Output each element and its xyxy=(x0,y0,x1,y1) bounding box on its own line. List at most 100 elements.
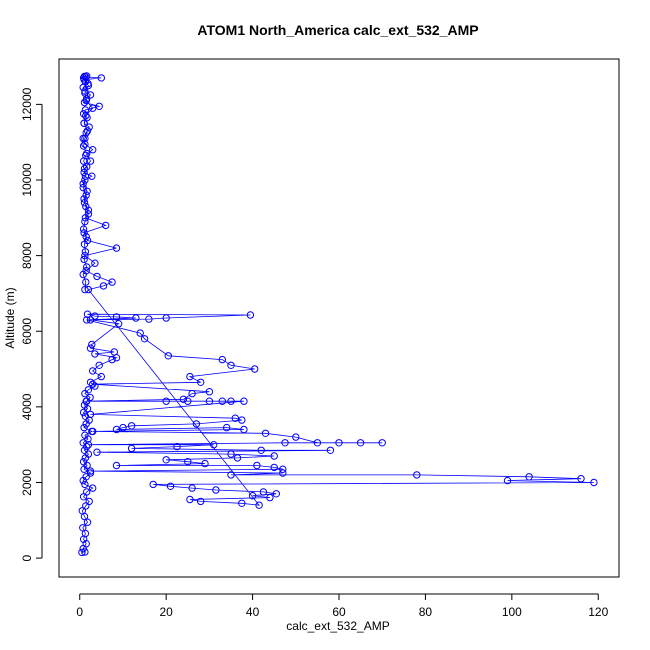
data-point xyxy=(112,461,121,470)
data-point xyxy=(84,285,93,294)
data-point xyxy=(149,480,157,489)
data-point xyxy=(81,106,90,114)
data-point xyxy=(82,473,90,481)
data-point xyxy=(89,367,97,375)
data-point xyxy=(79,408,88,417)
data-point xyxy=(81,431,89,439)
data-point xyxy=(81,176,89,184)
data-point xyxy=(79,458,88,466)
data-point xyxy=(80,199,89,207)
series-layer xyxy=(78,72,598,557)
data-point xyxy=(80,240,89,249)
data-point xyxy=(82,202,90,211)
data-point xyxy=(112,313,121,321)
data-point xyxy=(378,439,386,447)
data-point xyxy=(78,548,86,557)
data-point xyxy=(81,480,89,489)
data-point xyxy=(270,452,278,460)
data-point xyxy=(95,361,103,369)
data-point xyxy=(238,499,246,507)
data-point xyxy=(162,314,170,322)
data-point xyxy=(227,450,235,458)
data-point xyxy=(255,501,263,509)
data-point xyxy=(356,439,365,447)
data-point xyxy=(83,149,91,158)
data-point xyxy=(83,263,91,271)
data-point xyxy=(84,210,93,218)
data-point xyxy=(227,361,235,369)
data-point xyxy=(188,389,196,398)
data-point xyxy=(86,469,95,477)
y-tick-label: 2000 xyxy=(20,469,34,496)
x-tick-label: 40 xyxy=(246,605,260,619)
x-axis-label: calc_ext_532_AMP xyxy=(286,619,389,633)
data-point xyxy=(89,484,97,492)
x-tick-label: 120 xyxy=(588,605,608,619)
data-point xyxy=(81,548,89,556)
data-point xyxy=(112,244,121,252)
data-point xyxy=(80,255,88,264)
data-point xyxy=(173,442,181,451)
data-point xyxy=(259,488,268,496)
data-point xyxy=(80,164,89,173)
data-point xyxy=(218,355,227,364)
data-point xyxy=(81,285,89,294)
data-point xyxy=(82,278,90,286)
data-point xyxy=(81,89,89,97)
data-point xyxy=(89,104,97,112)
data-point xyxy=(166,482,175,490)
data-point xyxy=(84,206,93,214)
data-point xyxy=(80,401,89,409)
data-point xyxy=(81,87,89,95)
data-point xyxy=(79,74,88,82)
y-tick-label: 4000 xyxy=(20,393,34,420)
data-point xyxy=(95,102,103,111)
data-point xyxy=(79,270,87,279)
data-point xyxy=(89,427,97,436)
data-point xyxy=(82,191,90,199)
data-point xyxy=(84,450,93,458)
data-point xyxy=(179,395,188,403)
data-point xyxy=(162,456,170,464)
data-point xyxy=(192,420,201,428)
data-point xyxy=(86,410,95,419)
data-point xyxy=(212,486,220,494)
data-point xyxy=(80,119,88,128)
data-point xyxy=(197,378,205,386)
data-point xyxy=(281,439,289,447)
data-point xyxy=(413,471,421,479)
data-point xyxy=(503,476,512,485)
data-point xyxy=(257,446,265,454)
y-axis: 0 2000 4000 6000 8000 10000 12000 xyxy=(20,87,43,561)
data-point xyxy=(80,98,89,107)
data-point xyxy=(80,195,88,203)
data-point xyxy=(251,365,259,373)
data-point xyxy=(525,473,533,481)
data-point xyxy=(83,488,91,496)
data-point xyxy=(279,469,287,477)
data-point xyxy=(83,518,92,526)
data-point xyxy=(227,471,235,479)
data-point xyxy=(272,490,280,498)
data-point xyxy=(233,454,242,462)
data-point xyxy=(292,433,300,441)
x-tick-label: 60 xyxy=(332,605,346,619)
data-point xyxy=(240,397,248,405)
data-point xyxy=(205,397,214,405)
data-point xyxy=(86,157,95,165)
data-point xyxy=(91,350,99,358)
data-point xyxy=(99,282,108,290)
data-point xyxy=(83,310,92,318)
data-point xyxy=(84,441,93,449)
data-point xyxy=(114,320,123,328)
data-point xyxy=(240,425,248,434)
data-point xyxy=(590,478,598,487)
y-axis-label: Altitude (m) xyxy=(3,287,17,348)
data-point xyxy=(184,458,192,466)
data-point xyxy=(81,251,89,260)
data-point xyxy=(112,425,121,434)
data-point xyxy=(79,439,87,447)
data-point xyxy=(79,110,88,118)
data-point xyxy=(127,422,136,430)
data-point xyxy=(197,497,205,506)
